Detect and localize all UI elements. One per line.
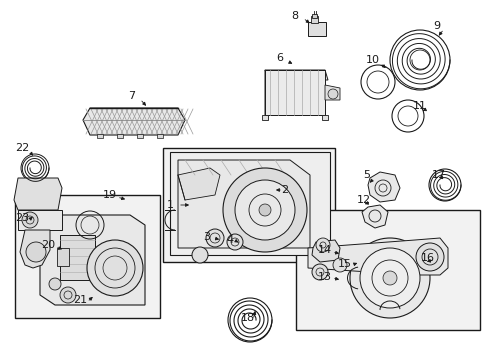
Circle shape — [205, 229, 224, 247]
Text: 16: 16 — [420, 253, 434, 263]
Text: 20: 20 — [41, 240, 55, 250]
Circle shape — [49, 278, 61, 290]
Text: 4: 4 — [226, 235, 233, 245]
Polygon shape — [262, 115, 267, 120]
Text: 5: 5 — [363, 170, 370, 180]
Circle shape — [327, 89, 337, 99]
Text: 1: 1 — [166, 200, 173, 210]
Text: 8: 8 — [291, 11, 298, 21]
Text: 22: 22 — [15, 143, 29, 153]
Text: 21: 21 — [73, 295, 87, 305]
Text: 18: 18 — [241, 313, 255, 323]
Polygon shape — [307, 238, 447, 275]
Bar — [163, 148, 334, 262]
Bar — [15, 195, 160, 318]
Polygon shape — [311, 240, 339, 262]
Bar — [97, 134, 103, 138]
Bar — [307, 22, 325, 36]
Text: 7: 7 — [128, 91, 135, 101]
Circle shape — [223, 168, 306, 252]
Circle shape — [226, 234, 243, 250]
Circle shape — [359, 248, 419, 308]
Circle shape — [235, 180, 294, 240]
Circle shape — [87, 240, 142, 296]
Polygon shape — [178, 160, 309, 248]
Polygon shape — [325, 85, 339, 100]
Text: 9: 9 — [432, 21, 440, 31]
Circle shape — [26, 242, 46, 262]
Bar — [137, 134, 142, 138]
Bar — [157, 134, 163, 138]
Text: 23: 23 — [15, 213, 29, 223]
Circle shape — [415, 243, 443, 271]
Polygon shape — [20, 230, 50, 268]
Polygon shape — [361, 205, 387, 228]
Polygon shape — [264, 70, 267, 120]
Text: 6: 6 — [276, 53, 283, 63]
Polygon shape — [170, 152, 329, 255]
Bar — [311, 14, 316, 18]
Circle shape — [349, 238, 429, 318]
Text: 2: 2 — [281, 185, 288, 195]
Bar — [57, 248, 69, 266]
Circle shape — [22, 212, 38, 228]
Text: 14: 14 — [317, 245, 331, 255]
Text: 10: 10 — [365, 55, 379, 65]
Circle shape — [382, 271, 396, 285]
Text: 12: 12 — [356, 195, 370, 205]
Polygon shape — [264, 70, 325, 115]
Polygon shape — [40, 215, 145, 305]
Bar — [310, 16, 317, 23]
Circle shape — [315, 238, 329, 252]
Bar — [117, 134, 123, 138]
Polygon shape — [14, 178, 62, 210]
Polygon shape — [367, 172, 399, 202]
Polygon shape — [178, 168, 220, 200]
Bar — [60, 235, 95, 280]
Polygon shape — [264, 70, 327, 80]
Text: 3: 3 — [203, 232, 210, 242]
Circle shape — [192, 247, 207, 263]
Text: 13: 13 — [317, 272, 331, 282]
Circle shape — [259, 204, 270, 216]
Text: 11: 11 — [412, 101, 426, 111]
Polygon shape — [83, 108, 184, 135]
Circle shape — [60, 287, 76, 303]
Text: 15: 15 — [337, 259, 351, 269]
Bar — [295, 210, 479, 330]
Text: 17: 17 — [431, 170, 445, 180]
Text: 19: 19 — [103, 190, 117, 200]
Circle shape — [332, 258, 346, 272]
Bar — [18, 210, 62, 230]
Circle shape — [311, 264, 327, 280]
Polygon shape — [321, 115, 327, 120]
